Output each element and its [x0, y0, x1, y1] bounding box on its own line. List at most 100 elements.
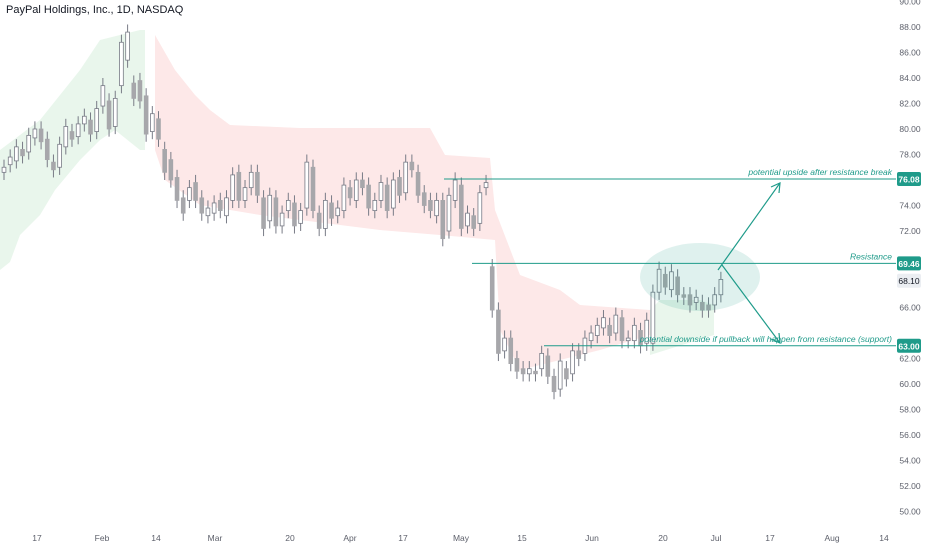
candle-body [557, 360, 563, 390]
candle-body [217, 199, 223, 211]
candle-body [428, 199, 433, 211]
candle-body [687, 294, 693, 306]
candles [1, 24, 724, 400]
last-price-box [897, 273, 921, 288]
candle-body [706, 304, 711, 311]
candle-body [527, 368, 532, 375]
x-tick-label: 17 [398, 533, 408, 543]
candle-body [564, 368, 569, 380]
x-tick-label: 15 [517, 533, 527, 543]
candle-body [539, 352, 544, 370]
candle-body [601, 317, 606, 329]
candle-body [477, 192, 483, 224]
price-levels: potential upside after resistance break 7… [444, 167, 921, 353]
candle-body [625, 337, 631, 342]
candle-body [329, 202, 334, 219]
y-tick-label: 86.00 [899, 48, 921, 58]
candle-body [20, 148, 25, 157]
candle-body [292, 202, 297, 227]
candle-body [446, 194, 452, 232]
candle-body [465, 212, 470, 227]
candle-body [384, 184, 390, 212]
candle-body [360, 179, 365, 189]
candle-body [341, 184, 347, 212]
candle-body [551, 375, 557, 393]
candle-body [7, 156, 13, 166]
candle-body [570, 350, 575, 375]
y-tick-label: 56.00 [899, 430, 921, 440]
candle-body [391, 179, 396, 209]
candle-body [168, 159, 174, 181]
y-tick-label: 52.00 [899, 481, 921, 491]
candle-body [82, 115, 87, 125]
candle-body [44, 138, 50, 160]
candle-body [273, 197, 279, 227]
y-tick-label: 58.00 [899, 405, 921, 415]
candle-body [607, 324, 612, 336]
y-tick-label: 74.00 [899, 201, 921, 211]
candle-body [489, 266, 495, 311]
candle-body [205, 207, 211, 217]
x-tick-label: 17 [32, 533, 42, 543]
candle-body [323, 199, 328, 229]
candle-body [397, 177, 402, 196]
candle-body [619, 317, 625, 342]
candle-body [353, 179, 359, 201]
supertrend-bands [0, 30, 714, 370]
candle-body [415, 171, 421, 196]
x-tick-label: Mar [208, 533, 223, 543]
y-tick-label: 90.00 [899, 0, 921, 7]
y-tick-label: 84.00 [899, 73, 921, 83]
candle-body [304, 161, 310, 209]
candle-body [230, 174, 235, 201]
last-price-label: 68.10 [898, 276, 920, 286]
downside-arrowhead [770, 332, 781, 344]
candle-body [483, 182, 489, 189]
price-label: 76.08 [898, 174, 920, 184]
candle-body [576, 350, 582, 359]
candle-body [656, 268, 662, 293]
candle-body [403, 161, 408, 194]
chart-title: PayPal Holdings, Inc., 1D, NASDAQ [6, 4, 184, 16]
candle-body [588, 332, 594, 342]
candle-body [545, 355, 551, 377]
candle-body [131, 82, 137, 99]
candle-body [88, 119, 93, 135]
candle-body [700, 301, 705, 311]
y-tick-label: 50.00 [899, 507, 921, 517]
x-tick-label: Jul [711, 533, 722, 543]
candle-body [38, 128, 44, 143]
y-tick-label: 62.00 [899, 354, 921, 364]
candle-body [106, 100, 112, 130]
candle-body [471, 215, 476, 229]
level-annotation: potential upside after resistance break [747, 167, 892, 177]
candle-body [267, 194, 273, 222]
downside-arrow [721, 264, 781, 344]
candle-body [63, 126, 69, 148]
candle-body [51, 161, 56, 171]
candle-body [162, 148, 167, 173]
candle-body [662, 273, 668, 288]
level-annotation: potential downside if pullback will happ… [639, 334, 892, 344]
y-tick-label: 72.00 [899, 226, 921, 236]
candle-body [261, 197, 266, 229]
candle-body [644, 319, 650, 344]
level-annotation: Resistance [850, 251, 892, 261]
candle-body [211, 202, 217, 214]
y-tick-label: 88.00 [899, 22, 921, 32]
candle-body [533, 370, 538, 375]
candle-body [310, 166, 316, 211]
candle-body [187, 187, 192, 201]
candle-body [594, 324, 600, 336]
y-tick-label: 54.00 [899, 456, 921, 466]
candle-body [75, 123, 81, 138]
x-tick-label: May [453, 533, 470, 543]
candle-body [199, 197, 205, 214]
y-tick-label: 82.00 [899, 99, 921, 109]
candle-body [347, 187, 353, 199]
y-tick-label: 60.00 [899, 379, 921, 389]
time-axis: 17 Feb 14 Mar 20 Apr 17 May 15 Jun 20 Jul 17 Aug 14 [32, 533, 889, 543]
candle-body [180, 197, 186, 214]
